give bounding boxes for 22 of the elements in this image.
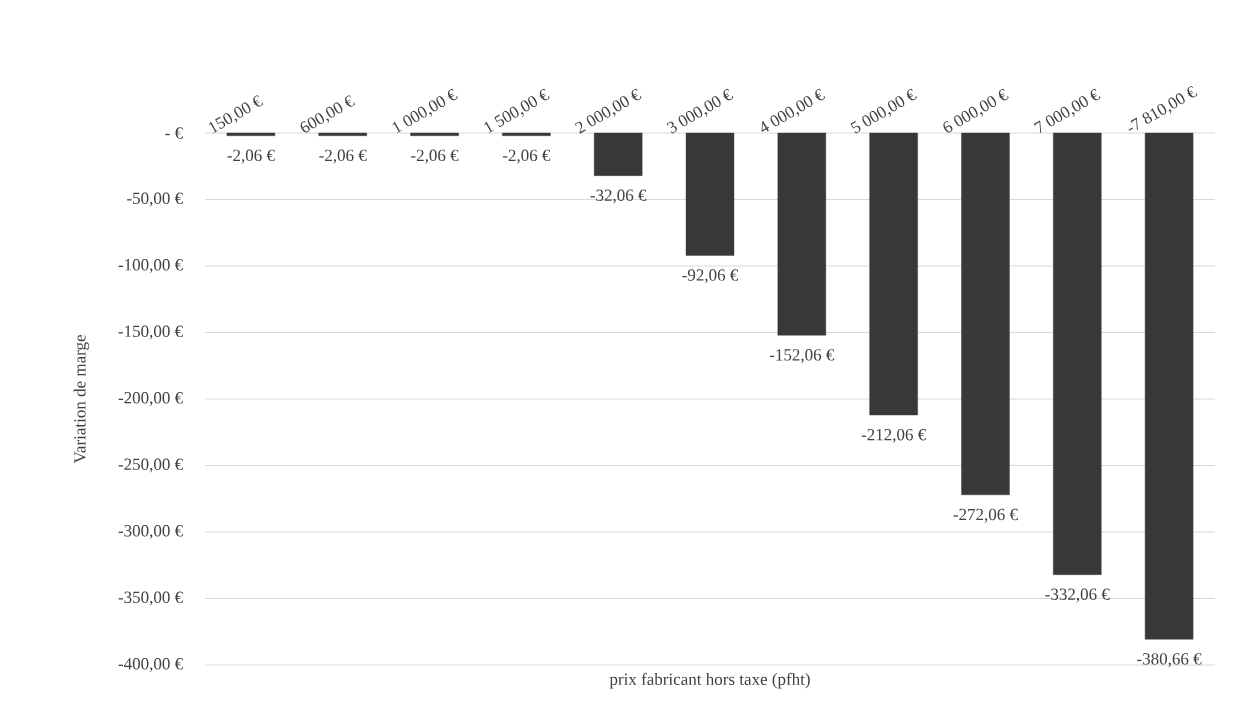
data-label: -2,06 € <box>227 149 275 164</box>
y-tick-label: -150,00 € <box>118 325 183 340</box>
y-tick-label: - € <box>165 127 183 139</box>
y-tick-label: -400,00 € <box>118 658 183 672</box>
y-tick-label: -250,00 € <box>118 458 183 473</box>
data-label: -212,06 € <box>861 428 926 443</box>
data-label: -32,06 € <box>590 189 647 204</box>
data-label: -152,06 € <box>769 349 835 364</box>
data-label: -380,66 € <box>1137 653 1202 668</box>
x-axis-title: prix fabricant hors taxe (pfht) <box>609 672 810 689</box>
y-tick-label: -350,00 € <box>118 591 183 606</box>
data-label: -272,06 € <box>953 508 1018 523</box>
data-label: -2,06 € <box>319 149 367 164</box>
y-tick-label: -100,00 € <box>118 259 183 273</box>
y-axis-title: Variation de marge <box>73 335 90 464</box>
data-label: -332,06 € <box>1045 588 1110 603</box>
y-tick-label: -300,00 € <box>118 525 183 539</box>
data-label: -92,06 € <box>682 269 739 284</box>
data-label: -2,06 € <box>502 149 551 164</box>
y-tick-label: -50,00 € <box>127 192 183 207</box>
y-tick-label: -200,00 € <box>118 392 183 406</box>
data-label: -2,06 € <box>411 149 459 164</box>
